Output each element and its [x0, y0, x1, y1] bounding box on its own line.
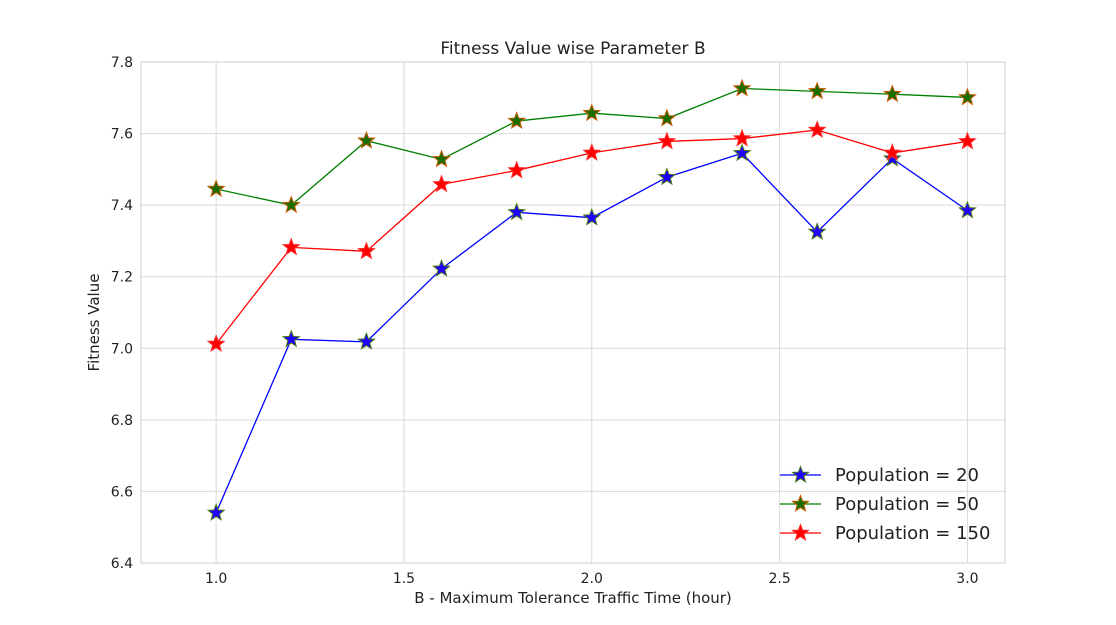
y-tick-label: 7.6 — [111, 127, 133, 143]
series-2 — [206, 78, 977, 214]
data-point-marker — [657, 167, 677, 186]
series-3 — [206, 120, 977, 353]
data-point-marker — [432, 174, 451, 193]
data-point-marker — [507, 111, 527, 130]
data-point-marker — [807, 81, 827, 100]
legend-marker-swatch — [791, 523, 810, 542]
x-tick-label: 1.0 — [205, 571, 227, 587]
x-tick-label: 1.5 — [393, 571, 415, 587]
x-tick-label: 2.5 — [768, 571, 790, 587]
x-tick-label: 3.0 — [956, 571, 978, 587]
data-point-marker — [206, 179, 226, 198]
data-point-marker — [807, 222, 827, 241]
data-point-marker — [432, 149, 451, 168]
data-point-marker — [206, 334, 226, 353]
x-tick-label: 2.0 — [581, 571, 603, 587]
series-1 — [206, 143, 977, 521]
data-point-marker — [732, 128, 752, 147]
legend-label: Population = 20 — [835, 465, 979, 486]
data-point-marker — [281, 237, 301, 256]
data-point-marker — [958, 200, 977, 219]
legend-entry: Population = 50 — [780, 494, 979, 515]
y-tick-label: 6.6 — [111, 484, 133, 500]
legend-label: Population = 50 — [835, 494, 979, 515]
data-point-marker — [732, 143, 752, 162]
legend-entry: Population = 150 — [780, 523, 990, 544]
data-point-marker — [281, 195, 301, 214]
y-tick-label: 6.4 — [111, 556, 133, 572]
legend-marker-swatch — [791, 494, 810, 513]
data-point-marker — [356, 241, 376, 260]
legend: Population = 20 Population = 50 Population… — [780, 465, 990, 544]
data-point-marker — [356, 331, 376, 350]
data-point-marker — [582, 103, 602, 122]
y-tick-label: 7.4 — [111, 198, 133, 214]
y-tick-label: 7.8 — [111, 55, 133, 71]
data-point-marker — [507, 160, 527, 179]
legend-marker-swatch — [791, 465, 810, 484]
data-point-marker — [582, 142, 602, 161]
plot-frame — [140, 61, 1006, 564]
data-point-marker — [582, 207, 602, 226]
data-point-marker — [356, 130, 376, 149]
chart-title: Fitness Value wise Parameter B — [440, 39, 705, 59]
data-point-marker — [882, 148, 902, 167]
data-point-marker — [206, 502, 226, 521]
data-series — [206, 78, 977, 521]
data-point-marker — [432, 258, 451, 277]
y-tick-label: 7.2 — [111, 270, 133, 286]
tick-labels: 1.0 1.5 2.0 2.5 3.0 6.4 6.6 6.8 7.0 7.2 7.4 7.6 7.8 — [111, 55, 979, 587]
data-point-marker — [958, 131, 977, 150]
data-point-marker — [958, 87, 977, 106]
data-point-marker — [882, 84, 902, 103]
data-point-marker — [281, 329, 301, 348]
data-point-marker — [657, 108, 677, 127]
data-point-marker — [507, 202, 527, 221]
legend-label: Population = 150 — [835, 523, 990, 544]
data-point-marker — [882, 142, 902, 161]
y-tick-label: 6.8 — [111, 413, 133, 429]
y-tick-label: 7.0 — [111, 341, 133, 357]
data-point-marker — [657, 131, 677, 150]
data-point-marker — [807, 120, 827, 139]
y-axis-label: Fitness Value — [85, 274, 103, 372]
legend-entry: Population = 20 — [780, 465, 979, 486]
data-point-marker — [732, 78, 752, 97]
x-axis-label: B - Maximum Tolerance Traffic Time (hour… — [414, 589, 732, 607]
